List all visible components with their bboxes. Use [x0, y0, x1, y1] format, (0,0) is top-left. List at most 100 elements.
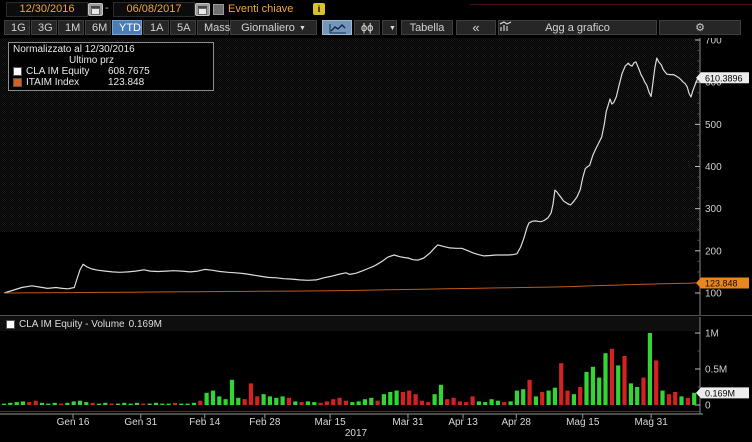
line-chart-type-button[interactable]: [322, 20, 352, 35]
range-button-1a[interactable]: 1A: [143, 20, 169, 35]
chart-type-dropdown[interactable]: ▼: [382, 20, 397, 35]
collapse-button[interactable]: «: [456, 20, 496, 35]
volume-bar: [71, 401, 76, 405]
x-tick-label: Apr 13: [448, 417, 478, 428]
settings-button[interactable]: ⚙: [659, 20, 741, 35]
gear-icon: ⚙: [695, 22, 705, 34]
volume-bar: [84, 402, 89, 405]
volume-bar: [223, 399, 228, 405]
volume-bar: [128, 403, 133, 405]
volume-bar: [33, 400, 38, 405]
volume-bar: [267, 396, 272, 405]
range-button-mass[interactable]: Mass: [197, 20, 230, 35]
frequency-dropdown[interactable]: Giornaliero ▼: [230, 20, 317, 35]
volume-bar: [115, 403, 121, 405]
volume-bar: [495, 400, 500, 405]
volume-bar: [552, 387, 557, 405]
volume-bar: [400, 392, 405, 405]
x-tick-label: Feb 28: [249, 417, 281, 428]
volume-bar: [204, 392, 209, 405]
divider-line-top: [470, 4, 752, 5]
volume-bar: [96, 403, 102, 405]
legend-row-cla[interactable]: CLA IM Equity 608.7675: [13, 66, 209, 77]
x-tick-label: Feb 14: [189, 417, 221, 428]
volume-bar: [210, 390, 216, 405]
cla-swatch-icon: [13, 67, 22, 76]
last-volume-flag-text: 0.169M: [705, 388, 735, 398]
volume-legend-value: 0.169M: [128, 319, 162, 330]
volume-bar: [603, 353, 608, 405]
volume-bar: [679, 396, 684, 405]
volume-bar: [540, 392, 545, 405]
volume-bar: [635, 387, 640, 405]
volume-bar: [261, 394, 266, 405]
series-line-itaim-index: [3, 282, 699, 294]
volume-swatch-icon: [6, 320, 15, 329]
volume-bar: [426, 402, 431, 405]
range-button-6m[interactable]: 6M: [85, 20, 111, 35]
start-date-input[interactable]: 12/30/2016: [6, 2, 88, 17]
volume-bar: [476, 401, 481, 405]
volume-bar: [647, 333, 652, 405]
volume-bar: [312, 402, 317, 405]
range-button-5a[interactable]: 5A: [170, 20, 196, 35]
candlestick-icon: ϕϕ: [361, 22, 374, 34]
x-axis-year-label: 2017: [345, 428, 368, 439]
volume-bar: [350, 402, 355, 405]
volume-bar: [413, 394, 418, 405]
key-events-label: Eventi chiave: [228, 3, 294, 15]
last-volume-flag: [696, 387, 749, 399]
volume-bar: [584, 371, 589, 405]
volume-bar: [666, 394, 671, 405]
info-icon[interactable]: i: [313, 3, 325, 15]
volume-legend[interactable]: CLA IM Equity - Volume 0.169M: [6, 319, 162, 330]
start-date-calendar-icon[interactable]: [88, 3, 103, 16]
volume-bar: [489, 399, 494, 405]
candlestick-chart-type-button[interactable]: ϕϕ: [354, 20, 380, 35]
volume-bar: [172, 402, 178, 405]
range-button-1g[interactable]: 1G: [4, 20, 30, 35]
volume-bar: [451, 397, 456, 405]
x-tick-label: Gen 16: [57, 417, 90, 428]
range-button-1m[interactable]: 1M: [58, 20, 84, 35]
legend-row-itaim[interactable]: ITAIM Index 123.848: [13, 77, 209, 88]
date-range-bar: 12/30/2016 - 06/08/2017 Eventi chiave i: [0, 0, 752, 18]
table-button[interactable]: Tabella: [401, 20, 453, 35]
volume-bar: [185, 403, 190, 405]
volume-bar: [90, 402, 95, 405]
legend-series-value: 608.7675: [108, 66, 150, 77]
volume-bar: [533, 396, 538, 405]
volume-bar: [654, 360, 659, 405]
end-date-input[interactable]: 06/08/2017: [113, 2, 195, 17]
volume-bar: [58, 403, 64, 405]
volume-bar: [622, 356, 627, 405]
range-button-ytd-selected[interactable]: YTD: [112, 20, 142, 35]
y-tick-label: 400: [705, 162, 722, 173]
volume-bar: [191, 402, 197, 405]
volume-bar: [103, 402, 108, 405]
legend-series-value: 123.848: [108, 77, 145, 88]
last-price-flag-itaim: [696, 277, 749, 289]
volume-bar: [394, 390, 399, 405]
itaim-swatch-icon: [13, 78, 22, 87]
y-tick-label: 200: [705, 246, 722, 257]
volume-bar: [464, 402, 469, 405]
volume-bar: [483, 402, 488, 405]
volume-bar: [457, 401, 462, 405]
range-button-3g[interactable]: 3G: [31, 20, 57, 35]
add-to-chart-button[interactable]: Agg a grafico: [498, 20, 657, 35]
end-date-calendar-icon[interactable]: [195, 3, 210, 16]
legend-last-price-header: Ultimo prz: [69, 55, 115, 66]
volume-bar: [578, 387, 583, 405]
volume-bar: [407, 390, 412, 405]
volume-bar: [660, 390, 665, 405]
volume-bar: [1, 403, 7, 405]
volume-bar: [236, 397, 241, 405]
chevron-down-icon: ▼: [298, 25, 306, 32]
volume-bar: [388, 392, 393, 405]
volume-bar: [179, 403, 184, 405]
volume-bar: [20, 401, 26, 405]
y-tick-label: 700: [705, 35, 722, 46]
key-events-checkbox[interactable]: [213, 4, 224, 15]
